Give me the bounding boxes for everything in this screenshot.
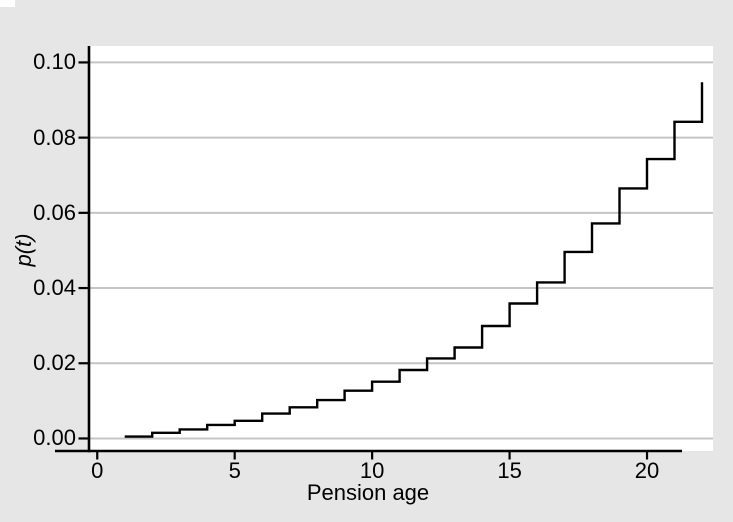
x-tick-label: 10 xyxy=(359,458,385,483)
y-tick-label: 0.08 xyxy=(33,124,76,150)
y-tick-label: 0.04 xyxy=(33,275,76,301)
y-tick-label: 0.06 xyxy=(33,199,76,225)
plot-area xyxy=(88,46,713,451)
x-tick-label: 5 xyxy=(228,458,241,483)
x-tick-label: 0 xyxy=(91,458,104,483)
y-tick-label: 0.02 xyxy=(33,350,76,376)
y-tick-label: 0.10 xyxy=(33,49,76,75)
step-curve xyxy=(124,82,704,438)
x-tick-label: 15 xyxy=(497,458,522,483)
y-tick-label: 0.00 xyxy=(33,425,76,451)
y-axis-title: p(t) xyxy=(11,233,36,267)
x-tick-label: 20 xyxy=(634,458,660,483)
x-axis-title: Pension age xyxy=(306,480,430,505)
window-corner-artifact xyxy=(0,0,15,7)
